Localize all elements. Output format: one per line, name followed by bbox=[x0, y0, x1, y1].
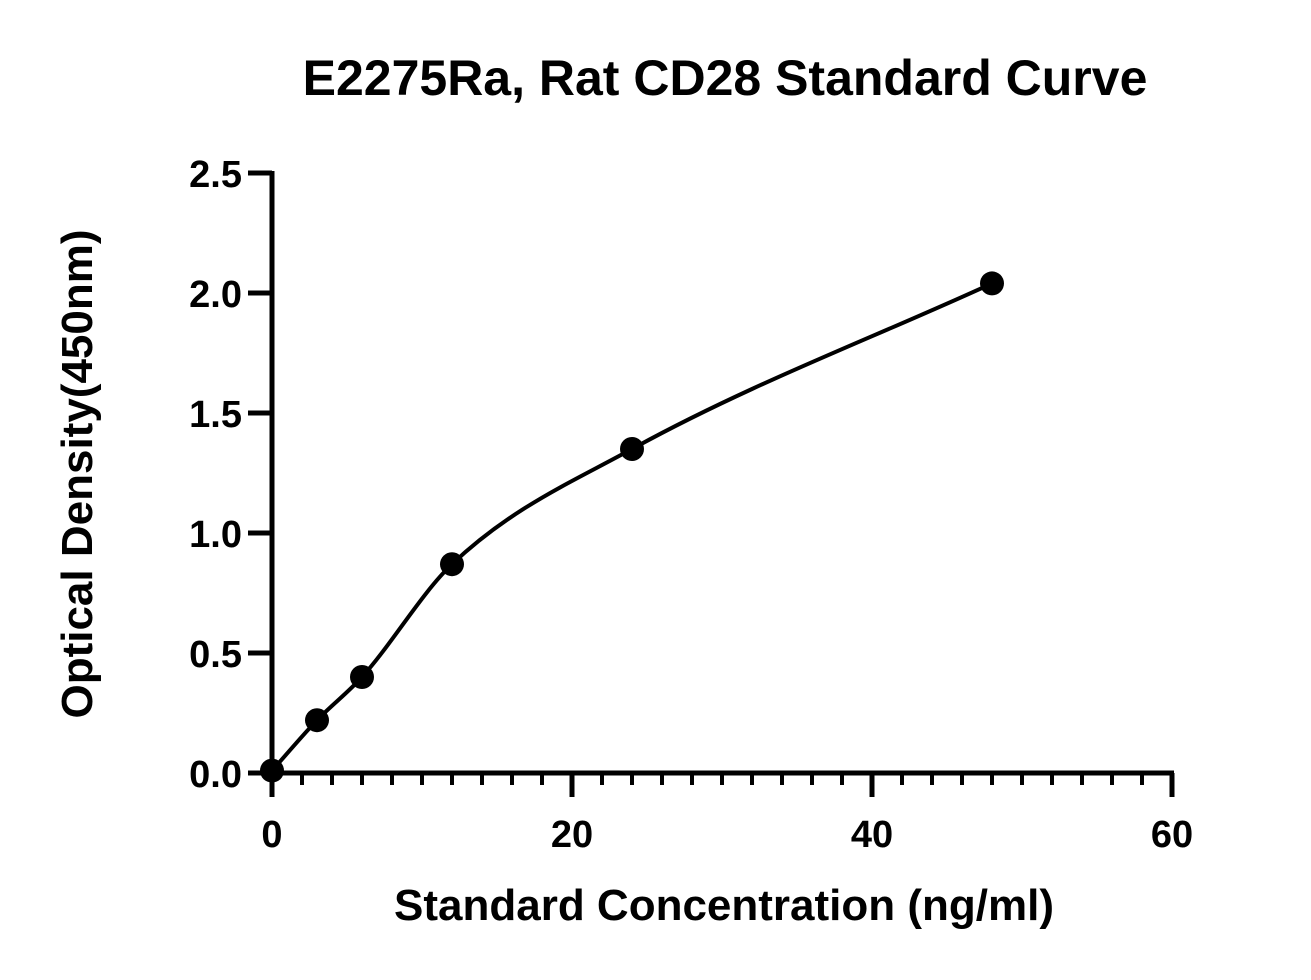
data-point bbox=[620, 437, 644, 461]
fit-curve bbox=[270, 281, 993, 772]
y-tick-label: 0.5 bbox=[189, 634, 242, 676]
axes: 0.0 0.5 1.0 1.5 2.0 2.5 0 20 40 60 bbox=[189, 154, 1193, 856]
data-points bbox=[260, 271, 1004, 783]
x-tick-label: 60 bbox=[1151, 814, 1193, 856]
x-tick-label: 40 bbox=[851, 814, 893, 856]
chart-title: E2275Ra, Rat CD28 Standard Curve bbox=[303, 50, 1148, 106]
y-tick-label: 2.0 bbox=[189, 274, 242, 316]
y-tick-label: 0.0 bbox=[189, 754, 242, 796]
x-axis-label: Standard Concentration (ng/ml) bbox=[394, 881, 1054, 930]
y-tick-label: 1.0 bbox=[189, 514, 242, 556]
fit-curve-layer bbox=[270, 281, 993, 772]
y-tick-label: 1.5 bbox=[189, 394, 242, 436]
data-point bbox=[305, 708, 329, 733]
data-point bbox=[350, 665, 374, 689]
data-point bbox=[260, 758, 284, 783]
data-point bbox=[980, 271, 1004, 296]
data-point bbox=[440, 552, 464, 577]
x-tick-label: 20 bbox=[551, 814, 593, 856]
x-tick-label: 0 bbox=[261, 814, 282, 856]
y-tick-label: 2.5 bbox=[189, 154, 242, 196]
y-axis-label: Optical Density(450nm) bbox=[53, 229, 102, 718]
